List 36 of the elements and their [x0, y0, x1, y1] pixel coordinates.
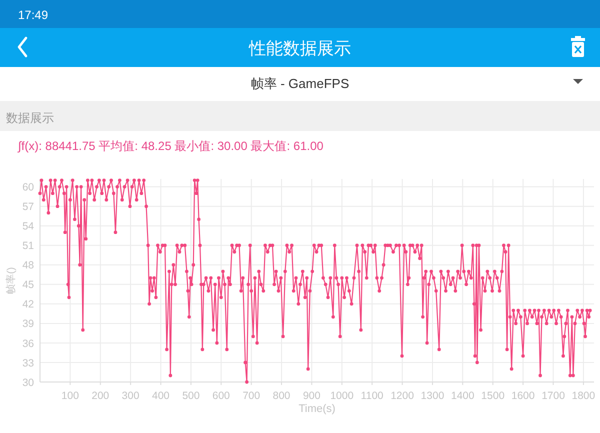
y-tick-label: 33	[22, 357, 34, 370]
x-tick-label: 600	[212, 390, 230, 402]
x-tick-label: 300	[122, 390, 140, 402]
title: 性能数据展示	[249, 39, 351, 58]
x-tick-label: 1800	[572, 390, 596, 402]
subtitle: 帧率 - GameFPS	[250, 76, 350, 91]
x-tick-label: 1400	[451, 390, 474, 402]
x-tick-label: 200	[92, 390, 110, 402]
y-axis-title: 帧率()	[6, 267, 17, 294]
x-tick-label: 1000	[330, 390, 354, 402]
x-tick-label: 700	[242, 390, 260, 402]
x-tick-label: 1500	[481, 390, 505, 402]
y-tick-label: 51	[22, 240, 34, 252]
y-tick-label: 42	[22, 298, 34, 311]
annotation: 数据展示	[6, 111, 54, 125]
y-tick-label: 57	[22, 201, 34, 214]
x-tick-label: 1700	[542, 390, 565, 402]
x-tick-label: 1100	[360, 390, 384, 402]
y-tick-label: 60	[22, 182, 34, 194]
y-tick-label: 45	[22, 279, 34, 292]
x-tick-label: 1600	[511, 390, 535, 402]
x-tick-label: 100	[61, 390, 79, 402]
y-tick-label: 36	[22, 338, 34, 350]
annotation: ∫f(x): 88441.75 平均值: 48.25 最小值: 30.00 最大值: 61.00	[18, 139, 324, 153]
x-tick-label: 400	[152, 390, 170, 402]
x-tick-label: 500	[182, 390, 200, 402]
x-tick-label: 1200	[390, 390, 414, 402]
y-tick-label: 48	[22, 260, 34, 272]
x-tick-label: 900	[302, 390, 320, 402]
x-tick-label: 800	[272, 390, 290, 402]
annotation: 17:49	[18, 8, 48, 22]
y-tick-label: 39	[22, 318, 34, 330]
x-axis-title: Time(s)	[298, 403, 336, 415]
y-tick-label: 54	[22, 220, 34, 233]
y-tick-label: 30	[22, 376, 34, 389]
x-tick-label: 1300	[420, 390, 444, 402]
